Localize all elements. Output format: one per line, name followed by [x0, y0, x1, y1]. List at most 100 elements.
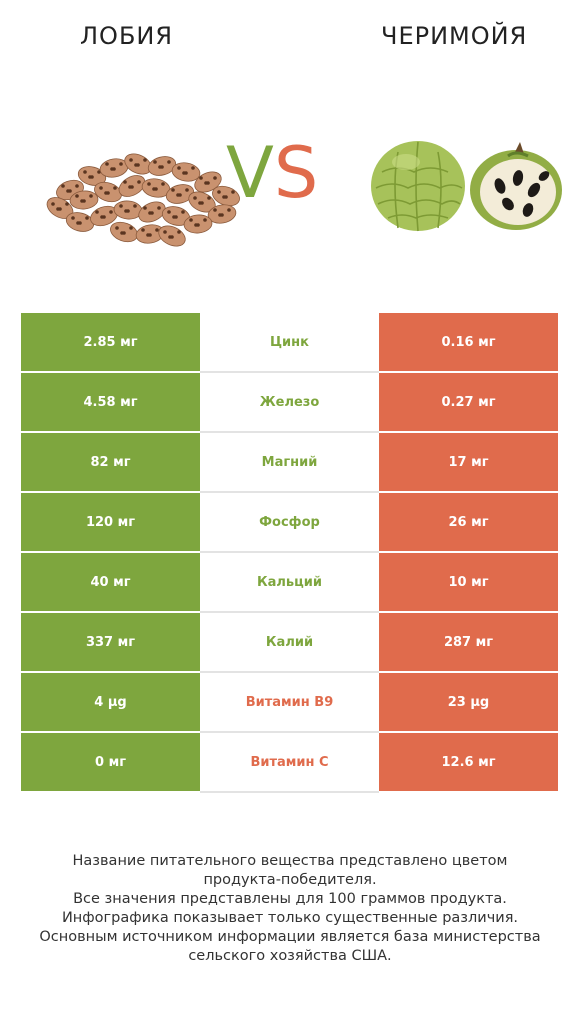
table-row: 82 мг Магний 17 мг [21, 432, 558, 493]
bean-speckle [75, 194, 79, 198]
bean-speckle [203, 218, 207, 222]
table-row: 2.85 мг Цинк 0.16 мг [21, 313, 558, 373]
bean-speckle [133, 204, 137, 208]
bean-speckle [109, 210, 113, 214]
footer-line: продукта-победителя. [203, 872, 377, 888]
bean-speckle [163, 230, 167, 234]
bean-speckle [66, 189, 70, 193]
bean-speckle [177, 166, 181, 170]
bean-speckle [218, 213, 222, 217]
bean-speckle [189, 218, 193, 222]
left-value-cell: 82 мг [21, 432, 200, 493]
bean-speckle [124, 209, 128, 213]
bean-speckle [100, 215, 104, 219]
bean-speckle [141, 228, 145, 232]
bean-speckle [231, 190, 235, 194]
bean-speckle [99, 186, 103, 190]
bean-speckle [137, 180, 141, 184]
bean-speckle [185, 188, 189, 192]
left-product-title: ЛОБИЯ [80, 22, 174, 50]
bean-speckle [97, 170, 101, 174]
bean-speckle [204, 181, 208, 185]
bean-speckle [105, 162, 109, 166]
nutrient-name-cell: Калий [200, 612, 379, 673]
bean-speckle [155, 228, 159, 232]
bean-speckle [168, 235, 172, 239]
bean-speckle [83, 170, 87, 174]
left-value-cell: 40 мг [21, 552, 200, 613]
footer-line: Инфографика показывает только существенн… [61, 910, 519, 926]
bean-speckle [213, 208, 217, 212]
right-value-cell: 12.6 мг [379, 732, 558, 793]
vs-v-letter: V [226, 132, 274, 214]
bean-speckle [147, 182, 151, 186]
bean-speckle [143, 206, 147, 210]
nutrient-name-cell: Кальций [200, 552, 379, 613]
bean-speckle [199, 176, 203, 180]
table-row: 0 мг Витамин C 12.6 мг [21, 732, 558, 793]
nutrient-name-cell: Витамин B9 [200, 672, 379, 733]
bean-speckle [75, 184, 79, 188]
right-value-cell: 26 мг [379, 492, 558, 553]
bean-speckle [110, 167, 114, 171]
bean-speckle [182, 171, 186, 175]
bean-speckle [119, 204, 123, 208]
vs-s-letter: S [273, 132, 319, 214]
bean-speckle [153, 160, 157, 164]
bean-speckle [198, 201, 202, 205]
right-product-title: ЧЕРИМОЙЯ [381, 22, 528, 50]
bean-speckle [213, 176, 217, 180]
nutrient-name-cell: Фосфор [200, 492, 379, 553]
bean-speckle [167, 210, 171, 214]
bean-speckle [128, 185, 132, 189]
left-value-cell: 337 мг [21, 612, 200, 673]
left-value-cell: 0 мг [21, 732, 200, 793]
right-value-cell: 0.27 мг [379, 372, 558, 433]
right-value-cell: 287 мг [379, 612, 558, 673]
table-row: 40 мг Кальций 10 мг [21, 552, 558, 613]
footer-line: Все значения представлены для 100 граммо… [73, 891, 507, 907]
bean-speckle [172, 215, 176, 219]
bean-speckle [89, 194, 93, 198]
bean-speckle [157, 206, 161, 210]
bean-speckle [88, 175, 92, 179]
right-value-cell: 10 мг [379, 552, 558, 613]
pinto-beans-image [40, 128, 240, 248]
bean-speckle [51, 202, 55, 206]
bean-shape [158, 225, 186, 247]
bean-speckle [191, 166, 195, 170]
bean-speckle [146, 233, 150, 237]
bean-speckle [193, 196, 197, 200]
bean-speckle [104, 191, 108, 195]
footer-line: Название питательного вещества представл… [72, 853, 508, 869]
bean-speckle [115, 226, 119, 230]
left-value-cell: 2.85 мг [21, 313, 200, 373]
table-row: 120 мг Фосфор 26 мг [21, 492, 558, 553]
bean-speckle [143, 158, 147, 162]
bean-speckle [207, 196, 211, 200]
bean-speckle [76, 221, 80, 225]
bean-speckle [161, 182, 165, 186]
nutrient-name-cell: Витамин C [200, 732, 379, 793]
bean-speckle [148, 211, 152, 215]
nutrient-name-cell: Цинк [200, 313, 379, 373]
footer-line: Основным источником информации является … [39, 929, 541, 945]
bean-speckle [80, 199, 84, 203]
bean-speckle [119, 162, 123, 166]
left-value-cell: 120 мг [21, 492, 200, 553]
bean-speckle [129, 158, 133, 162]
bean-speckle [134, 163, 138, 167]
bean-speckle [181, 210, 185, 214]
bean-speckle [120, 231, 124, 235]
bean-speckle [194, 223, 198, 227]
table-row: 4 µg Витамин B9 23 µg [21, 672, 558, 733]
bean-speckle [167, 160, 171, 164]
nutrient-name-cell: Магний [200, 432, 379, 493]
bean-speckle [152, 187, 156, 191]
bean-speckle [61, 184, 65, 188]
bean-speckle [227, 208, 231, 212]
comparison-table: 2.85 мг Цинк 0.16 мг 4.58 мг Железо 0.27 мг 82… [21, 313, 558, 793]
table-row: 4.58 мг Железо 0.27 мг [21, 372, 558, 433]
vs-label: VS [226, 138, 318, 208]
nutrient-name-cell: Железо [200, 372, 379, 433]
